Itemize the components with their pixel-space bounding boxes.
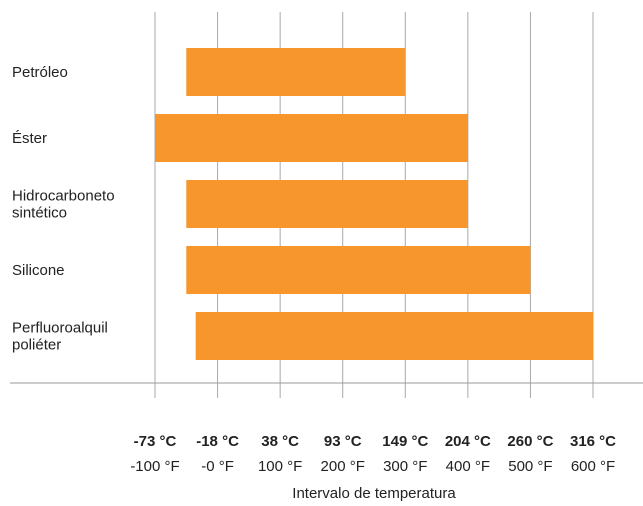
category-label-4-line-0: Perfluoroalquil bbox=[12, 320, 108, 337]
tick-label-c-1: -18 °C bbox=[196, 433, 239, 450]
tick-label-c-5: 204 °C bbox=[445, 433, 491, 450]
tick-label-f-7: 600 °F bbox=[571, 458, 615, 475]
tick-label-c-4: 149 °C bbox=[382, 433, 428, 450]
tick-label-f-5: 400 °F bbox=[446, 458, 490, 475]
bars bbox=[155, 48, 593, 360]
tick-label-f-0: -100 °F bbox=[130, 458, 179, 475]
bar-2 bbox=[186, 180, 468, 228]
category-label-3-line-0: Silicone bbox=[12, 262, 65, 279]
category-label-2-line-0: Hidrocarboneto bbox=[12, 188, 115, 205]
category-label-4: Perfluoroalquil poliéter bbox=[12, 320, 108, 354]
tick-label-c-7: 316 °C bbox=[570, 433, 616, 450]
category-label-2-line-1: sintético bbox=[12, 205, 67, 222]
tick-label-c-6: 260 °C bbox=[507, 433, 553, 450]
category-labels: Petróleo Éster Hidrocarboneto sintético Sili… bbox=[12, 64, 115, 354]
tick-label-f-3: 200 °F bbox=[321, 458, 365, 475]
bar-1 bbox=[155, 114, 468, 162]
category-label-0: Petróleo bbox=[12, 64, 68, 81]
tick-label-c-3: 93 °C bbox=[324, 433, 362, 450]
category-label-2: Hidrocarboneto sintético bbox=[12, 188, 115, 222]
category-label-0-line-0: Petróleo bbox=[12, 64, 68, 81]
bar-3 bbox=[186, 246, 531, 294]
tick-label-f-1: -0 °F bbox=[201, 458, 234, 475]
tick-label-c-0: -73 °C bbox=[134, 433, 177, 450]
category-label-3: Silicone bbox=[12, 262, 65, 279]
tick-label-c-2: 38 °C bbox=[261, 433, 299, 450]
category-label-1-line-0: Éster bbox=[12, 130, 47, 147]
bar-0 bbox=[186, 48, 406, 96]
tick-labels: -73 °C -100 °F -18 °C -0 °F 38 °C 100 °F 93 °C… bbox=[130, 433, 616, 475]
tick-label-f-4: 300 °F bbox=[383, 458, 427, 475]
category-label-1: Éster bbox=[12, 130, 47, 147]
tick-label-f-2: 100 °F bbox=[258, 458, 302, 475]
x-axis-title: Intervalo de temperatura bbox=[292, 485, 456, 502]
category-label-4-line-1: poliéter bbox=[12, 337, 61, 354]
bar-4 bbox=[195, 312, 593, 360]
tick-label-f-6: 500 °F bbox=[508, 458, 552, 475]
